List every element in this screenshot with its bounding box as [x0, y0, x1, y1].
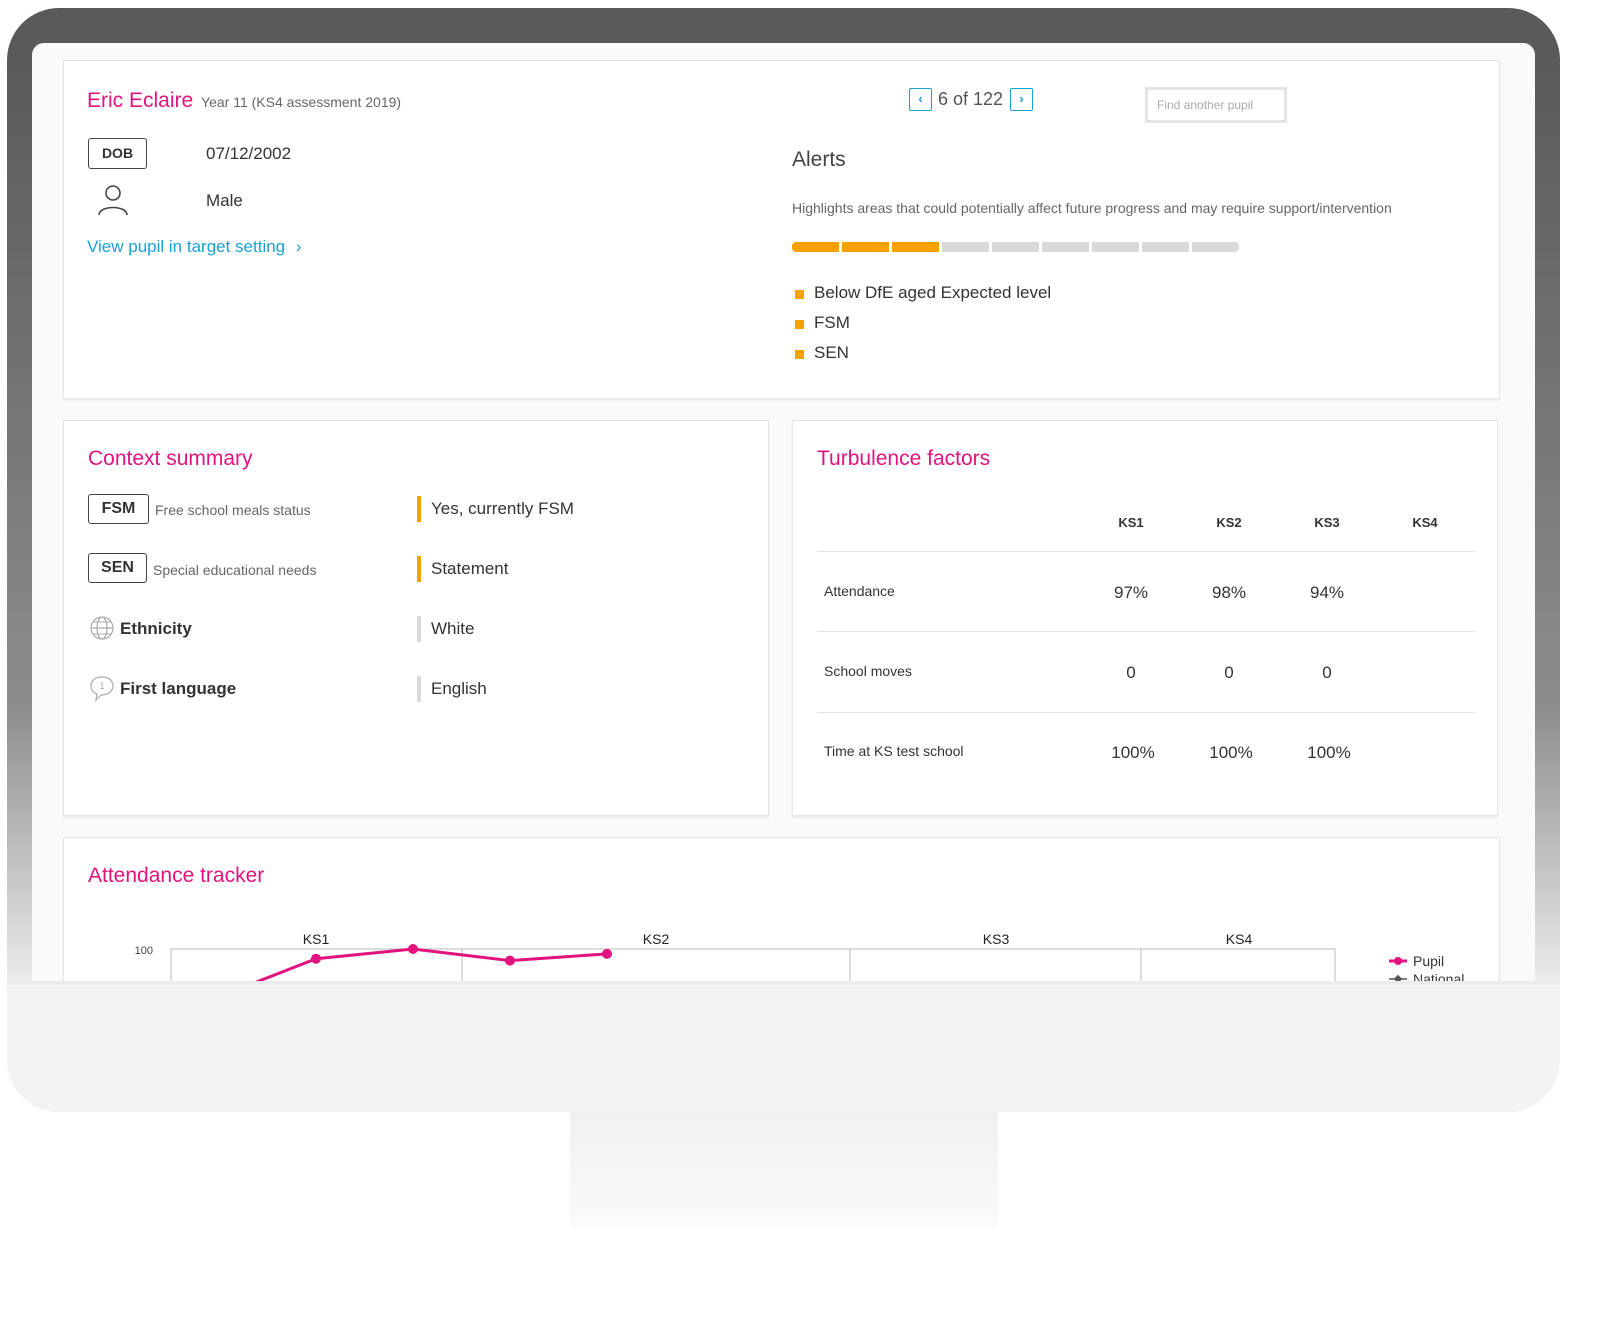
next-pupil-button[interactable]: › — [1010, 88, 1033, 111]
first-language-label: First language — [120, 679, 237, 698]
attendance-chart: KS1 KS2 KS3 KS4 100 Pupil National — [135, 931, 1464, 981]
attendance-ks1: 97% — [1113, 583, 1149, 602]
alert-segment-active — [792, 242, 839, 252]
alert-segment-inactive — [942, 242, 989, 252]
row-divider — [817, 631, 1475, 632]
pupil-point — [505, 955, 515, 966]
legend-marker — [1394, 957, 1402, 965]
person-icon — [96, 183, 130, 222]
sen-description: Special educational needs — [153, 562, 317, 578]
alert-level-bar — [792, 242, 1242, 252]
legend-marker — [1393, 974, 1403, 981]
school-moves-row-label: School moves — [824, 663, 912, 679]
legend-label: National — [1413, 971, 1464, 981]
alert-item-below-expected: Below DfE aged Expected level — [814, 283, 1052, 302]
pupil-point — [408, 944, 418, 954]
pupil-series-line — [254, 947, 608, 981]
fsm-indicator — [417, 496, 421, 522]
screen: Eric Eclaire Year 11 (KS4 assessment 201… — [32, 43, 1535, 981]
alert-segment-active — [892, 242, 939, 252]
alert-bullet — [795, 290, 804, 299]
stage-label: KS1 — [303, 931, 330, 947]
time-at-school-ks2: 100% — [1209, 743, 1253, 762]
column-ks2: KS2 — [1216, 515, 1242, 530]
globe-icon — [89, 615, 115, 646]
alert-item-sen: SEN — [814, 343, 849, 362]
view-target-setting-link[interactable]: View pupil in target setting › — [87, 237, 302, 257]
alert-segment-inactive — [1142, 242, 1189, 252]
turbulence-factors-title: Turbulence factors — [817, 447, 991, 470]
alert-segment-inactive — [1192, 242, 1239, 252]
ethnicity-label: Ethnicity — [120, 619, 192, 638]
pupil-counter: 6 of 122 — [938, 89, 1004, 109]
attendance-tracker-title: Attendance tracker — [88, 864, 265, 887]
pupil-year: Year 11 (KS4 assessment 2019) — [201, 94, 402, 110]
school-moves-ks1: 0 — [1126, 663, 1136, 682]
alert-bullet — [795, 350, 804, 359]
alerts-description: Highlights areas that could potentially … — [792, 200, 1392, 216]
view-target-setting-label: View pupil in target setting — [87, 237, 286, 256]
first-language-indicator — [417, 676, 421, 702]
alert-bullet — [795, 320, 804, 329]
alerts-title: Alerts — [792, 148, 846, 171]
gender-value: Male — [206, 191, 243, 210]
time-at-school-ks3: 100% — [1307, 743, 1351, 762]
pupil-name: Eric Eclaire Year 11 (KS4 assessment 201… — [87, 89, 401, 113]
svg-text:1: 1 — [99, 681, 104, 691]
stage-label: KS2 — [643, 931, 670, 947]
pupil-point — [602, 948, 612, 959]
time-at-school-row-label: Time at KS test school — [824, 743, 964, 759]
turbulence-factors-card: Turbulence factors KS1 KS2 KS3 KS4 Atten… — [792, 420, 1498, 816]
stage-label: KS3 — [983, 931, 1010, 947]
attendance-tracker-card: Attendance tracker KS1 KS2 KS3 KS4 100 Pupil N… — [63, 837, 1500, 981]
stage-label: KS4 — [1226, 931, 1253, 947]
y-tick-label: 100 — [135, 945, 153, 957]
attendance-ks3: 94% — [1309, 583, 1345, 602]
first-language-value: English — [431, 679, 487, 698]
sen-value: Statement — [431, 559, 509, 578]
ethnicity-indicator — [417, 616, 421, 642]
alert-item-fsm: FSM — [814, 313, 850, 332]
chevron-right-icon: › — [295, 237, 302, 256]
row-divider — [817, 551, 1475, 552]
sen-tag: SEN — [88, 553, 147, 583]
find-pupil-input[interactable]: Find another pupil — [1145, 87, 1287, 123]
column-ks3: KS3 — [1314, 515, 1340, 530]
sen-indicator — [417, 556, 421, 582]
attendance-row-label: Attendance — [824, 583, 895, 599]
alert-segment-inactive — [1092, 242, 1139, 252]
context-summary-card: Context summary FSM Free school meals st… — [63, 420, 769, 816]
ethnicity-value: White — [431, 619, 475, 638]
speech-bubble-icon: 1 — [89, 675, 115, 708]
dob-tag: DOB — [88, 138, 147, 169]
dob-value: 07/12/2002 — [206, 144, 292, 163]
legend-label: Pupil — [1413, 953, 1444, 969]
alert-segment-active — [842, 242, 889, 252]
school-moves-ks2: 0 — [1224, 663, 1234, 682]
monitor-chin — [7, 985, 1560, 1112]
context-summary-title: Context summary — [88, 447, 253, 470]
attendance-ks2: 98% — [1211, 583, 1247, 602]
column-ks1: KS1 — [1118, 515, 1144, 530]
alert-segment-inactive — [992, 242, 1039, 252]
fsm-description: Free school meals status — [155, 502, 311, 518]
school-moves-ks3: 0 — [1322, 663, 1332, 682]
plot-frame — [170, 948, 1336, 981]
pupil-card: Eric Eclaire Year 11 (KS4 assessment 201… — [63, 60, 1500, 399]
fsm-tag: FSM — [88, 494, 149, 524]
time-at-school-ks1: 100% — [1111, 743, 1155, 762]
alert-segment-inactive — [1042, 242, 1089, 252]
previous-pupil-button[interactable]: ‹ — [909, 88, 932, 111]
fsm-value: Yes, currently FSM — [431, 499, 574, 518]
pupil-name-text: Eric Eclaire — [87, 89, 194, 112]
pupil-point — [311, 953, 321, 964]
row-divider — [817, 712, 1475, 713]
column-ks4: KS4 — [1412, 515, 1438, 530]
monitor-stand — [570, 1112, 998, 1227]
